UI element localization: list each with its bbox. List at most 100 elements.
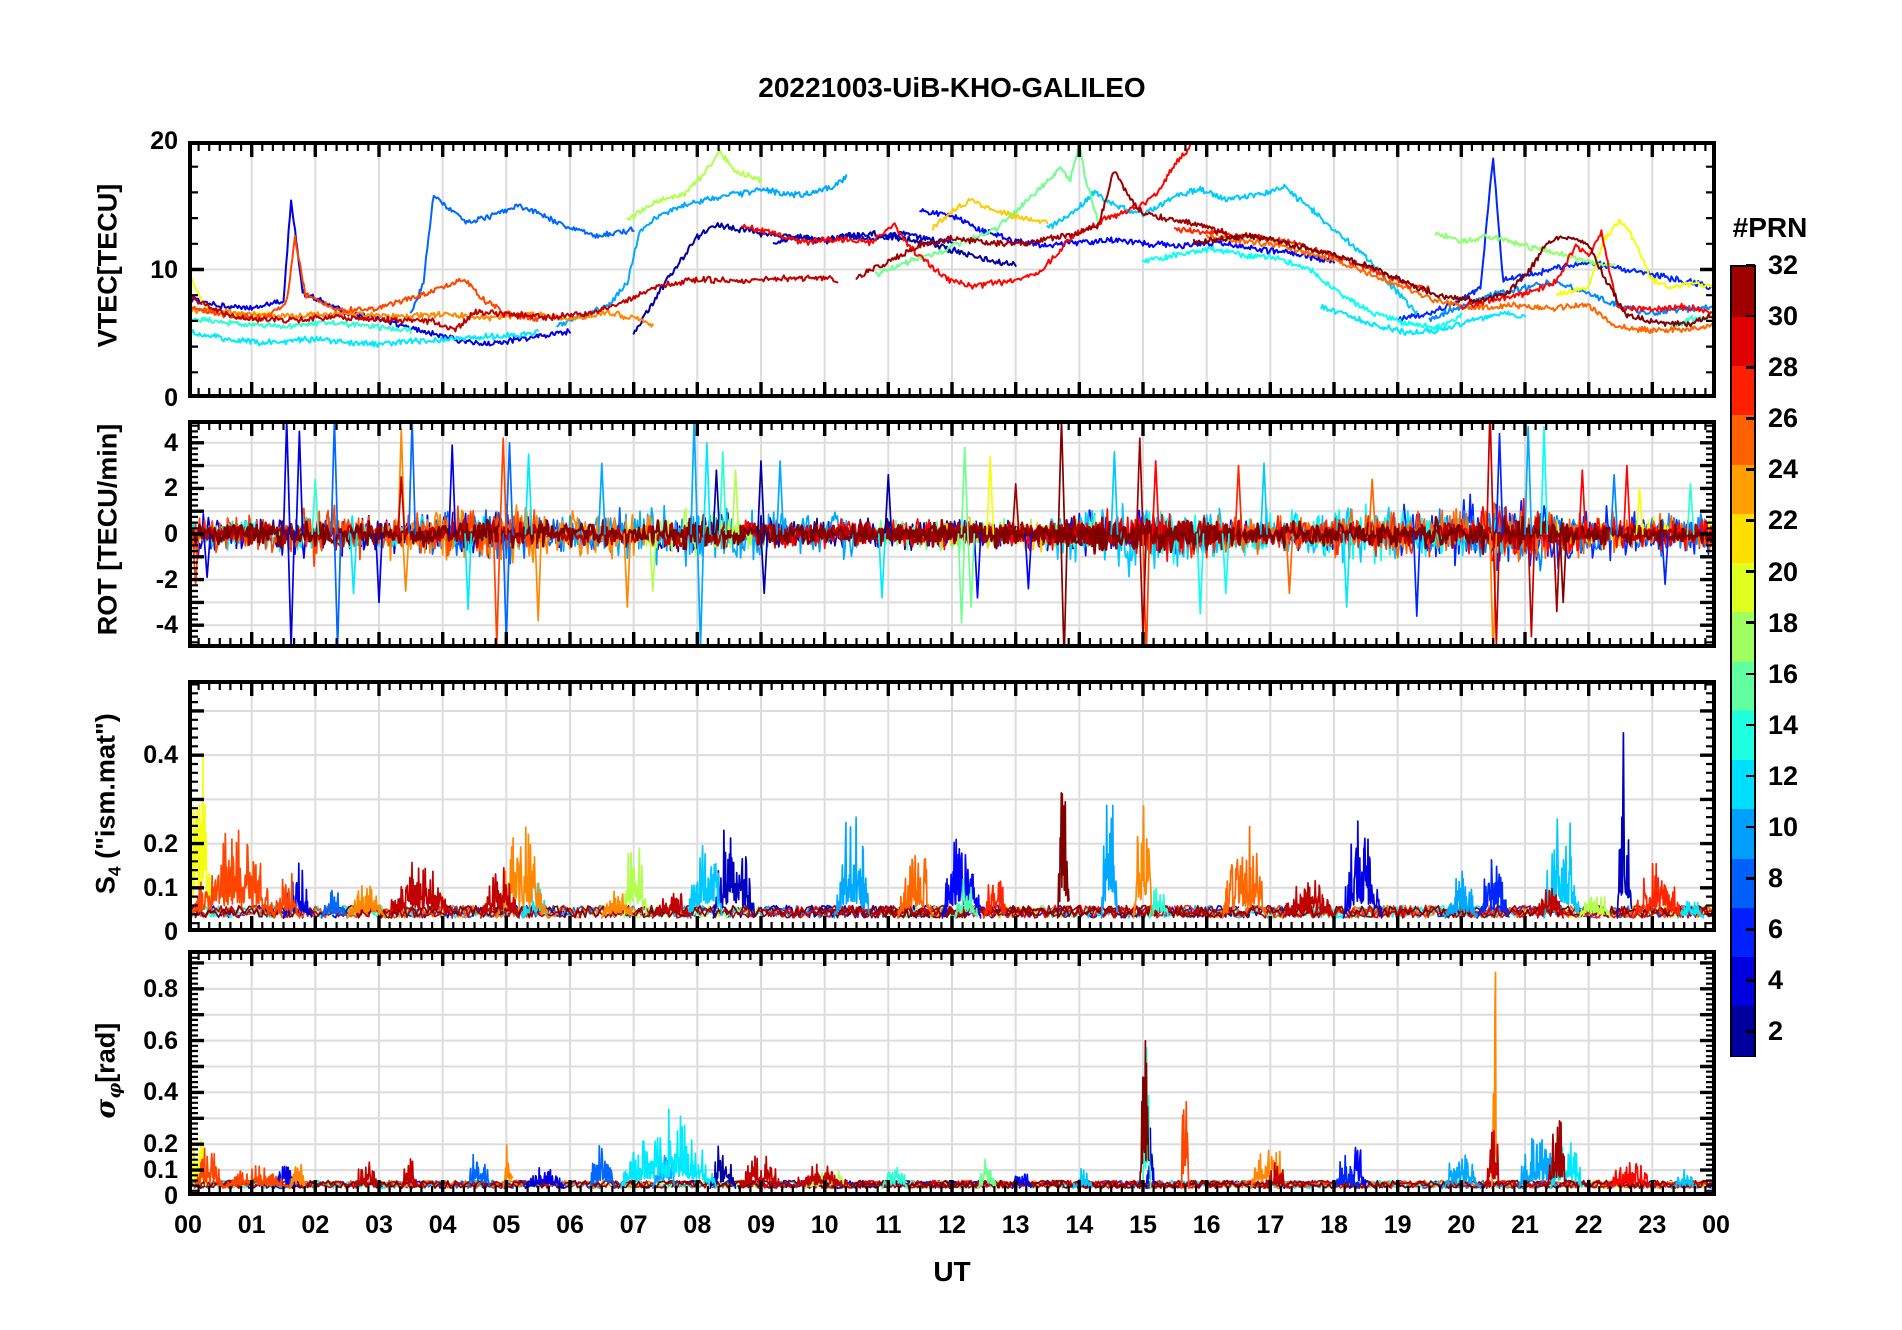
colorbar-tick-32 <box>1746 263 1755 267</box>
series-line <box>1527 533 1536 638</box>
series-line <box>1011 1173 1033 1190</box>
axes-frame <box>188 420 1716 648</box>
series-line <box>1132 805 1154 919</box>
colorbar-block <box>1732 956 1754 1007</box>
colorbar-tick-label-6: 6 <box>1768 914 1784 945</box>
colorbar-tick-label-26: 26 <box>1768 403 1799 434</box>
ytick-label-vtec-20: 20 <box>150 127 178 155</box>
colorbar-block <box>1732 365 1754 416</box>
series-line <box>1192 232 1713 328</box>
series-line <box>967 533 976 608</box>
colorbar-block <box>1732 907 1754 958</box>
series-line <box>626 149 762 221</box>
gridlines-sigma_phi <box>191 953 1713 1193</box>
colorbar-tick-label-24: 24 <box>1768 454 1799 485</box>
series-line <box>191 235 540 322</box>
series-line <box>1476 859 1510 919</box>
series-line <box>737 1155 784 1190</box>
series-line <box>1342 820 1383 919</box>
colorbar-block <box>1732 562 1754 613</box>
xtick-label-0: 00 <box>174 1211 202 1239</box>
series-line <box>690 423 699 535</box>
series-line <box>1221 533 1230 595</box>
series-line <box>1552 533 1561 613</box>
colorbar-tick-22 <box>1746 519 1755 522</box>
major-ticks <box>188 683 1716 932</box>
series-line <box>696 533 705 645</box>
series-line <box>409 194 635 314</box>
colorbar-block <box>1732 1005 1754 1056</box>
series-line <box>1011 482 1020 535</box>
series-line <box>295 430 304 535</box>
xtick-label-7: 07 <box>619 1211 648 1239</box>
series-line <box>1546 1119 1567 1190</box>
series-line <box>282 423 291 535</box>
series-line <box>401 533 410 592</box>
series-line <box>982 880 1007 919</box>
colorbar-tick-2 <box>1746 1030 1755 1033</box>
series-line <box>448 444 457 535</box>
series-line <box>374 533 384 604</box>
series-line <box>191 829 275 919</box>
series-line <box>1536 887 1565 919</box>
series-line <box>1221 825 1268 919</box>
ytick-label-sigma_phi-0.2: 0.2 <box>143 1130 178 1159</box>
series-line <box>756 460 766 535</box>
series-line <box>1072 1167 1093 1190</box>
colorbar-tick-label-2: 2 <box>1768 1016 1784 1047</box>
major-ticks <box>188 141 1716 398</box>
colorbar-tick-label-4: 4 <box>1768 965 1784 996</box>
series-line <box>919 208 1335 264</box>
series-line <box>273 873 301 919</box>
axes-frame <box>188 950 1716 1196</box>
colorbar-block <box>1732 611 1754 662</box>
series-line <box>1670 1168 1698 1190</box>
colorbar-tick-28 <box>1746 365 1755 369</box>
series-line <box>897 854 934 919</box>
series-line <box>1263 1162 1291 1190</box>
series-line <box>1622 464 1631 535</box>
series-group-vtec <box>191 144 1713 348</box>
series-line <box>976 1158 998 1190</box>
series-line <box>960 446 969 535</box>
series-line <box>1676 900 1705 919</box>
series-line <box>740 144 1192 290</box>
colorbar-tick-label-16: 16 <box>1768 658 1799 689</box>
series-line <box>1024 533 1033 590</box>
series-line <box>1485 423 1495 535</box>
ytick-label-s4-0.4: 0.4 <box>143 741 178 770</box>
series-line <box>1578 469 1587 535</box>
series-line <box>1434 231 1616 268</box>
ylabel-part: σ <box>90 1098 122 1119</box>
xtick-label-4: 04 <box>428 1211 457 1239</box>
series-line <box>772 230 953 245</box>
colorbar-block <box>1732 513 1754 564</box>
series-line <box>931 198 1049 231</box>
series-line <box>884 473 893 535</box>
series-line <box>1524 425 1533 535</box>
series-line <box>623 847 647 919</box>
series-line <box>600 890 635 919</box>
series-line <box>1492 533 1501 645</box>
series-line <box>287 533 296 645</box>
xtick-label-21: 21 <box>1511 1211 1539 1239</box>
series-line <box>1368 478 1377 535</box>
colorbar-tick-label-20: 20 <box>1768 556 1799 587</box>
ytick-label-rot--4: -4 <box>155 611 178 640</box>
series-line <box>1285 533 1294 595</box>
series-line <box>1151 460 1160 535</box>
series-line <box>1046 183 1418 315</box>
series-line <box>408 423 417 535</box>
colorbar-tick-20 <box>1746 570 1755 573</box>
series-line <box>556 174 848 328</box>
series-line <box>524 1166 565 1190</box>
series-line <box>191 274 839 333</box>
colorbar-block <box>1732 464 1754 514</box>
series-line <box>333 533 342 645</box>
series-line <box>1180 1101 1190 1190</box>
panel-4-ylabel: σφ[rad] <box>90 861 125 1281</box>
series-line <box>1485 1130 1501 1190</box>
series-line <box>718 451 727 535</box>
series-line <box>1578 896 1612 919</box>
